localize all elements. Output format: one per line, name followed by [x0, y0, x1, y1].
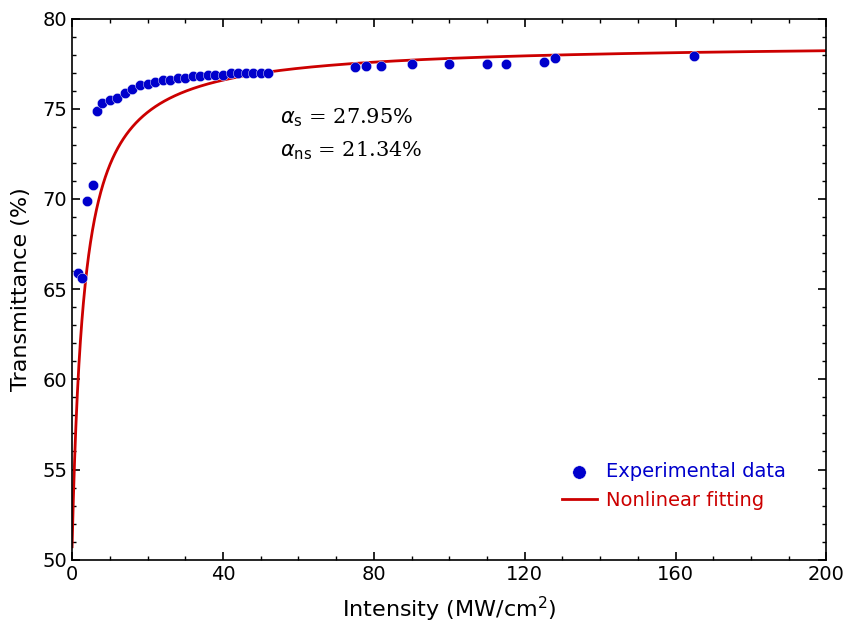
Experimental data	[209, 69, 223, 79]
Nonlinear fitting	[725, 48, 735, 56]
Experimental data	[231, 68, 245, 78]
Nonlinear fitting	[198, 81, 208, 89]
Nonlinear fitting	[389, 57, 399, 65]
Text: $\alpha_{\rm ns}$ = 21.34%: $\alpha_{\rm ns}$ = 21.34%	[280, 139, 422, 161]
X-axis label: Intensity (MW/cm$^2$): Intensity (MW/cm$^2$)	[342, 595, 556, 624]
Experimental data	[201, 69, 215, 79]
Y-axis label: Transmittance (%): Transmittance (%)	[11, 187, 31, 391]
Experimental data	[156, 75, 169, 85]
Experimental data	[499, 58, 513, 69]
Experimental data	[537, 57, 550, 67]
Experimental data	[348, 62, 362, 72]
Experimental data	[193, 71, 207, 81]
Nonlinear fitting	[821, 47, 831, 55]
Experimental data	[443, 58, 456, 69]
Experimental data	[687, 51, 701, 62]
Experimental data	[95, 98, 109, 109]
Experimental data	[80, 196, 94, 206]
Experimental data	[261, 68, 275, 78]
Experimental data	[126, 84, 140, 94]
Experimental data	[134, 80, 147, 90]
Line: Nonlinear fitting: Nonlinear fitting	[72, 51, 826, 547]
Experimental data	[118, 88, 132, 98]
Experimental data	[148, 77, 162, 87]
Experimental data	[216, 69, 229, 79]
Experimental data	[140, 79, 154, 89]
Experimental data	[74, 273, 88, 283]
Experimental data	[480, 58, 494, 69]
Experimental data	[186, 71, 199, 81]
Experimental data	[239, 68, 253, 78]
Nonlinear fitting	[153, 101, 163, 109]
Experimental data	[247, 68, 260, 78]
Legend: Experimental data, Nonlinear fitting: Experimental data, Nonlinear fitting	[554, 454, 794, 518]
Experimental data	[171, 73, 185, 83]
Nonlinear fitting	[806, 47, 817, 55]
Nonlinear fitting	[67, 543, 77, 551]
Experimental data	[103, 95, 116, 105]
Experimental data	[178, 73, 192, 83]
Experimental data	[163, 75, 177, 85]
Experimental data	[71, 268, 85, 278]
Nonlinear fitting	[356, 59, 366, 67]
Experimental data	[254, 68, 268, 78]
Text: $\alpha_{\rm s}$ = 27.95%: $\alpha_{\rm s}$ = 27.95%	[280, 107, 413, 129]
Experimental data	[405, 58, 419, 69]
Experimental data	[375, 60, 389, 70]
Experimental data	[110, 93, 124, 103]
Experimental data	[548, 53, 562, 64]
Experimental data	[360, 60, 373, 70]
Experimental data	[90, 105, 104, 116]
Experimental data	[86, 180, 99, 190]
Experimental data	[223, 68, 237, 78]
